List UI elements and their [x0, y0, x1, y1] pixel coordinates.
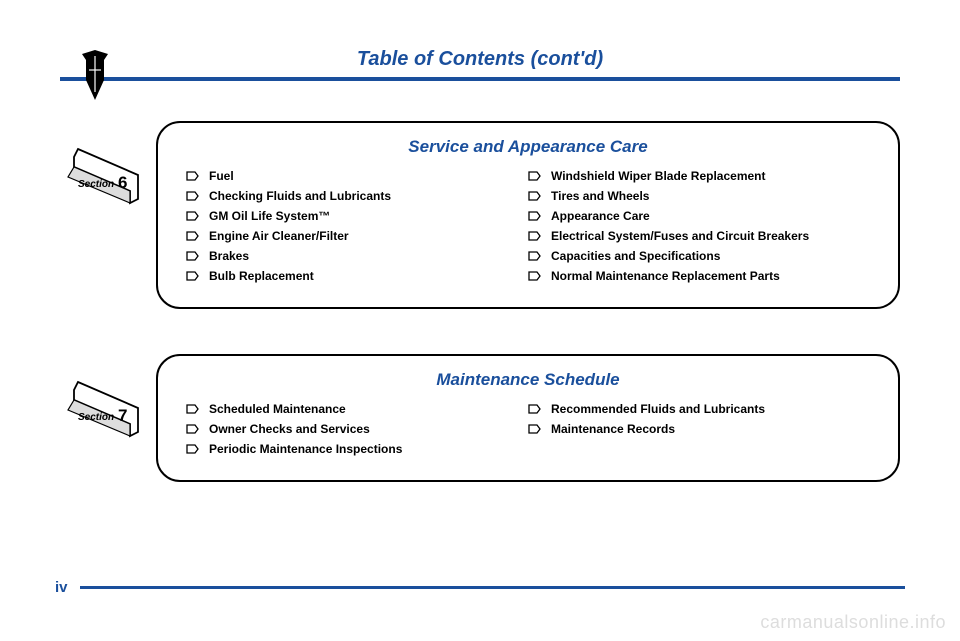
list-item[interactable]: Owner Checks and Services	[186, 422, 528, 436]
item-label: Checking Fluids and Lubricants	[209, 189, 391, 203]
list-item[interactable]: Capacities and Specifications	[528, 249, 870, 263]
columns: Fuel Checking Fluids and Lubricants GM O…	[186, 169, 870, 289]
bullet-icon	[528, 191, 541, 201]
section-number: 6	[118, 173, 127, 193]
brand-logo	[80, 48, 110, 103]
bullet-icon	[186, 271, 199, 281]
list-item[interactable]: Appearance Care	[528, 209, 870, 223]
item-label: Electrical System/Fuses and Circuit Brea…	[551, 229, 809, 243]
page-number: iv	[55, 579, 68, 596]
box-title: Service and Appearance Care	[186, 137, 870, 157]
columns: Scheduled Maintenance Owner Checks and S…	[186, 402, 870, 462]
content-box: Maintenance Schedule Scheduled Maintenan…	[156, 354, 900, 482]
section-row: Section 7 Maintenance Schedule Scheduled…	[50, 354, 910, 482]
page-title: Table of Contents (cont'd)	[50, 48, 910, 71]
section-number: 7	[118, 406, 127, 426]
list-item[interactable]: Bulb Replacement	[186, 269, 528, 283]
item-label: Capacities and Specifications	[551, 249, 720, 263]
item-label: Bulb Replacement	[209, 269, 314, 283]
content-box: Service and Appearance Care Fuel Checkin…	[156, 121, 900, 309]
list-item[interactable]: Periodic Maintenance Inspections	[186, 442, 528, 456]
list-item[interactable]: Recommended Fluids and Lubricants	[528, 402, 870, 416]
header: Table of Contents (cont'd)	[50, 48, 910, 81]
bullet-icon	[186, 211, 199, 221]
list-item[interactable]: Tires and Wheels	[528, 189, 870, 203]
bullet-icon	[528, 251, 541, 261]
bullet-icon	[186, 251, 199, 261]
bullet-icon	[528, 231, 541, 241]
item-label: Owner Checks and Services	[209, 422, 370, 436]
bullet-icon	[186, 171, 199, 181]
item-label: Brakes	[209, 249, 249, 263]
list-item[interactable]: Electrical System/Fuses and Circuit Brea…	[528, 229, 870, 243]
right-column: Recommended Fluids and Lubricants Mainte…	[528, 402, 870, 462]
item-label: Periodic Maintenance Inspections	[209, 442, 402, 456]
list-item[interactable]: Fuel	[186, 169, 528, 183]
footer-line	[80, 586, 905, 589]
bullet-icon	[186, 404, 199, 414]
item-label: GM Oil Life System™	[209, 209, 330, 223]
list-item[interactable]: Windshield Wiper Blade Replacement	[528, 169, 870, 183]
bullet-icon	[528, 271, 541, 281]
footer: iv	[55, 579, 905, 596]
list-item[interactable]: Engine Air Cleaner/Filter	[186, 229, 528, 243]
list-item[interactable]: GM Oil Life System™	[186, 209, 528, 223]
item-label: Fuel	[209, 169, 234, 183]
box-title: Maintenance Schedule	[186, 370, 870, 390]
left-column: Scheduled Maintenance Owner Checks and S…	[186, 402, 528, 462]
bullet-icon	[528, 211, 541, 221]
list-item[interactable]: Brakes	[186, 249, 528, 263]
right-column: Windshield Wiper Blade Replacement Tires…	[528, 169, 870, 289]
item-label: Appearance Care	[551, 209, 650, 223]
item-label: Windshield Wiper Blade Replacement	[551, 169, 766, 183]
bullet-icon	[186, 444, 199, 454]
item-label: Scheduled Maintenance	[209, 402, 346, 416]
bullet-icon	[186, 191, 199, 201]
page-root: Table of Contents (cont'd) Section 6 Ser…	[0, 0, 960, 547]
bullet-icon	[528, 404, 541, 414]
item-label: Normal Maintenance Replacement Parts	[551, 269, 780, 283]
watermark: carmanualsonline.info	[760, 612, 946, 633]
list-item[interactable]: Checking Fluids and Lubricants	[186, 189, 528, 203]
section-badge: Section 6	[60, 141, 150, 221]
section-label: Section	[78, 179, 114, 190]
left-column: Fuel Checking Fluids and Lubricants GM O…	[186, 169, 528, 289]
section-badge: Section 7	[60, 374, 150, 454]
list-item[interactable]: Scheduled Maintenance	[186, 402, 528, 416]
bullet-icon	[186, 231, 199, 241]
list-item[interactable]: Normal Maintenance Replacement Parts	[528, 269, 870, 283]
title-underline	[60, 77, 900, 81]
list-item[interactable]: Maintenance Records	[528, 422, 870, 436]
section-label: Section	[78, 412, 114, 423]
item-label: Maintenance Records	[551, 422, 675, 436]
bullet-icon	[528, 171, 541, 181]
section-row: Section 6 Service and Appearance Care Fu…	[50, 121, 910, 309]
bullet-icon	[186, 424, 199, 434]
item-label: Recommended Fluids and Lubricants	[551, 402, 765, 416]
bullet-icon	[528, 424, 541, 434]
item-label: Engine Air Cleaner/Filter	[209, 229, 349, 243]
item-label: Tires and Wheels	[551, 189, 649, 203]
